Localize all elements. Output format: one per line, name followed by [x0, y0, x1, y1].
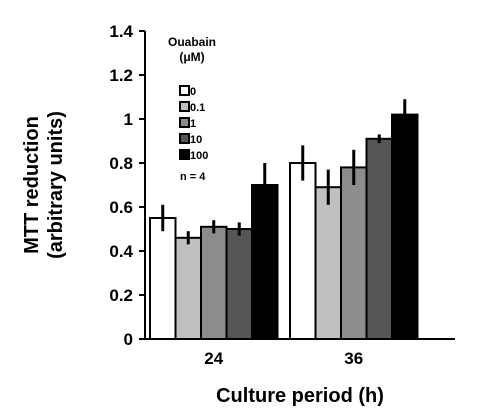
- y-tick-label: 1: [124, 110, 133, 129]
- bar-100-36: [391, 113, 419, 340]
- legend-items: 0 0.1 1 10 100: [179, 85, 208, 162]
- legend-label-0.1: 0.1: [190, 102, 205, 114]
- bar-0-24: [149, 217, 177, 340]
- y-axis-title-line1: MTT reduction: [21, 116, 43, 254]
- bar-10-24: [225, 228, 253, 340]
- bar-1-36: [340, 166, 368, 340]
- sample-size-note: n = 4: [180, 171, 206, 183]
- y-tick-label: 0: [124, 330, 133, 349]
- bar-100-24: [251, 184, 279, 340]
- bar-1-24: [200, 225, 228, 340]
- legend: Ouabain (μM) 0 0.1 1 10 100 n = 4: [168, 35, 216, 183]
- y-axis-title-line2: (arbitrary units): [45, 111, 67, 259]
- y-tick-label: 0.4: [109, 242, 133, 261]
- bar-0.1-36: [314, 186, 342, 340]
- legend-swatch-100: [179, 149, 190, 160]
- x-axis-category-labels: 24 36: [204, 349, 363, 368]
- x-axis-title: Culture period (h): [216, 385, 384, 407]
- y-tick-label: 1.2: [109, 66, 133, 85]
- legend-label-10: 10: [190, 134, 202, 146]
- legend-swatch-0.1: [179, 101, 190, 112]
- bar-0-36: [289, 162, 317, 340]
- legend-label-0: 0: [190, 86, 196, 98]
- bar-10-36: [365, 137, 393, 340]
- legend-title-line1: Ouabain: [168, 35, 216, 49]
- y-tick-label: 0.6: [109, 198, 133, 217]
- legend-label-1: 1: [190, 118, 196, 130]
- bar-0.1-24: [174, 236, 202, 340]
- y-axis-ticks: 0 0.2 0.4 0.6 0.8 1 1.2 1.4: [109, 22, 145, 349]
- x-category-label: 36: [344, 349, 363, 368]
- legend-swatch-1: [179, 117, 190, 128]
- x-category-label: 24: [204, 349, 223, 368]
- y-tick-label: 0.2: [109, 286, 133, 305]
- legend-swatch-0: [179, 85, 190, 96]
- y-tick-label: 1.4: [109, 22, 133, 41]
- y-tick-label: 0.8: [109, 154, 133, 173]
- legend-title-line2: (μM): [179, 50, 204, 64]
- legend-label-100: 100: [190, 150, 208, 162]
- legend-swatch-10: [179, 133, 190, 144]
